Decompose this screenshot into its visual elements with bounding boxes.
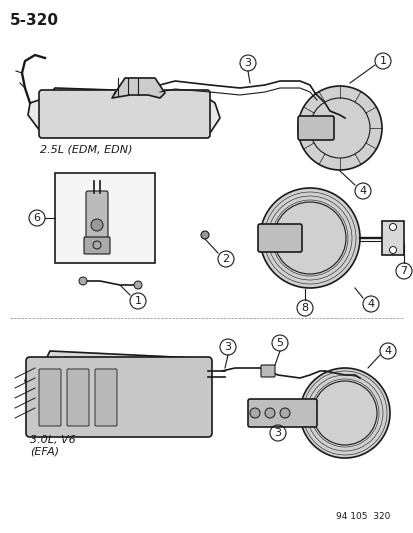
Text: 3: 3 [244,58,251,68]
FancyBboxPatch shape [86,191,108,240]
Text: 4: 4 [367,299,374,309]
Polygon shape [25,351,209,398]
FancyBboxPatch shape [260,365,274,377]
FancyBboxPatch shape [26,357,211,437]
FancyBboxPatch shape [67,369,89,426]
Circle shape [389,223,396,230]
Circle shape [279,408,289,418]
FancyBboxPatch shape [39,369,61,426]
Bar [55,173,154,263]
Circle shape [79,277,87,285]
FancyBboxPatch shape [297,116,333,140]
FancyBboxPatch shape [95,369,117,426]
Text: 2.5L (EDM, EDN): 2.5L (EDM, EDN) [40,145,132,155]
Circle shape [389,246,396,254]
Text: 4: 4 [358,186,366,196]
Polygon shape [112,78,165,98]
Text: 3: 3 [274,428,281,438]
FancyBboxPatch shape [39,90,209,138]
Text: 3: 3 [224,342,231,352]
Circle shape [201,231,209,239]
Text: 8: 8 [301,303,308,313]
Text: 2: 2 [222,254,229,264]
FancyBboxPatch shape [247,399,316,427]
Text: 94 105  320: 94 105 320 [335,512,389,521]
FancyBboxPatch shape [257,224,301,252]
Bar [381,221,403,255]
Text: 4: 4 [384,346,391,356]
Text: 3.0L, V6
(EFA): 3.0L, V6 (EFA) [30,435,76,457]
Text: 1: 1 [379,56,386,66]
Text: 7: 7 [399,266,406,276]
Circle shape [93,241,101,249]
FancyBboxPatch shape [84,237,110,254]
Circle shape [91,219,103,231]
Circle shape [134,281,142,289]
Circle shape [259,188,359,288]
Polygon shape [28,88,219,135]
Text: 5: 5 [276,338,283,348]
Text: 1: 1 [134,296,141,306]
Text: 6: 6 [33,213,40,223]
Circle shape [297,86,381,170]
Text: 5-320: 5-320 [10,13,59,28]
Circle shape [249,408,259,418]
Circle shape [264,408,274,418]
Circle shape [299,368,389,458]
